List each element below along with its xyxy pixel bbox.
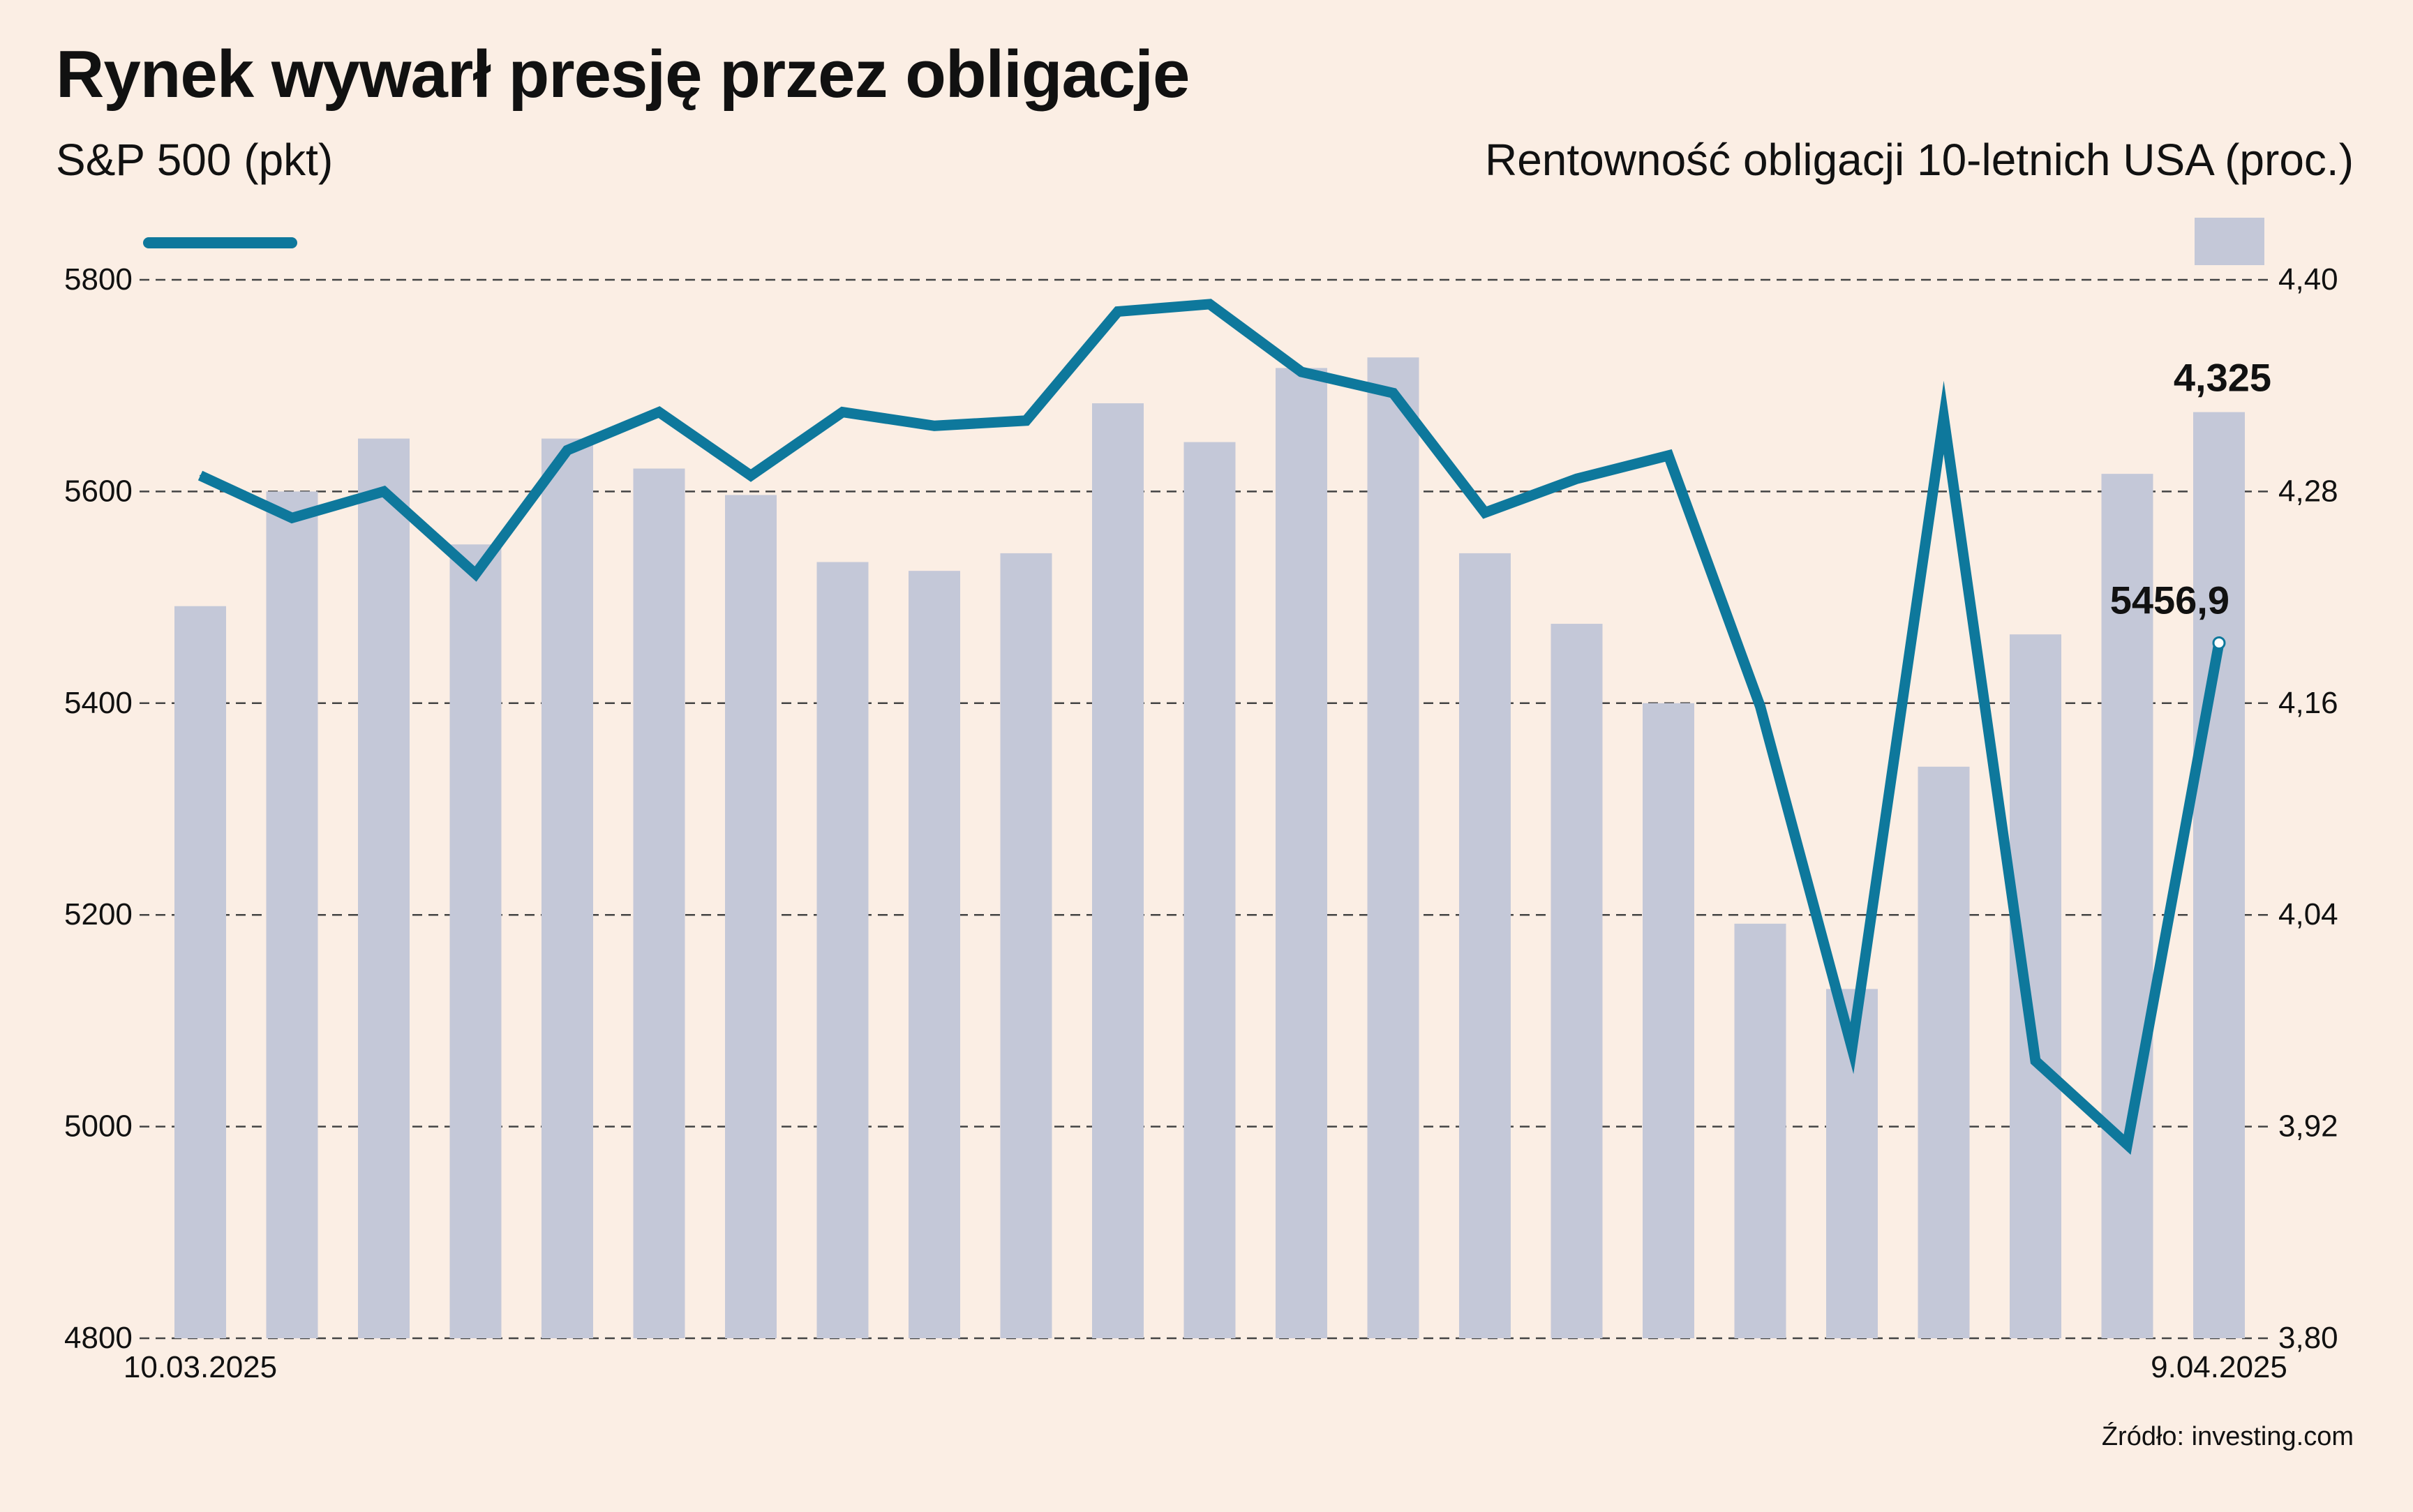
line-point — [2035, 1060, 2036, 1062]
left-tick-label: 4800 — [64, 1321, 133, 1355]
left-tick-label: 5200 — [64, 897, 133, 931]
bar — [266, 491, 318, 1338]
last-line-point — [2212, 636, 2226, 650]
line-point — [934, 425, 935, 427]
right-tick-label: 4,16 — [2278, 686, 2338, 720]
line-point — [1943, 417, 1945, 419]
bar — [1551, 624, 1603, 1338]
line-point — [1851, 1047, 1853, 1049]
bar — [2193, 412, 2245, 1338]
bar — [1092, 403, 1144, 1338]
left-tick-label: 5600 — [64, 474, 133, 508]
bar — [2101, 474, 2153, 1338]
line-point — [750, 474, 752, 477]
line-point — [291, 517, 293, 519]
line-point — [1392, 392, 1394, 394]
bar — [2010, 634, 2061, 1338]
source-note: Źródło: investing.com — [2101, 1422, 2354, 1451]
legend — [143, 218, 2264, 265]
line-point — [475, 573, 477, 575]
bar — [725, 495, 777, 1338]
x-start-label: 10.03.2025 — [124, 1350, 277, 1384]
x-end-label: 9.04.2025 — [2151, 1350, 2287, 1384]
right-tick-label: 3,92 — [2278, 1109, 2338, 1144]
line-point — [567, 449, 568, 451]
bar — [1459, 553, 1511, 1339]
left-tick-label: 5800 — [64, 262, 133, 297]
bar — [358, 438, 410, 1338]
line-point — [2126, 1144, 2128, 1146]
line-point — [1301, 370, 1302, 373]
bar — [1643, 703, 1694, 1338]
right-tick-label: 4,04 — [2278, 897, 2338, 931]
bar — [1734, 923, 1786, 1338]
last-bar-value-label: 4,325 — [2174, 356, 2271, 400]
line-point — [383, 491, 384, 493]
right-axis-title: Rentowność obligacji 10-letnich USA (pro… — [1484, 135, 2354, 185]
bar — [1918, 766, 1970, 1338]
bar — [1276, 368, 1327, 1338]
bar — [1367, 357, 1419, 1339]
bar — [174, 606, 226, 1338]
right-tick-label: 3,80 — [2278, 1321, 2338, 1355]
line-point — [1484, 511, 1486, 514]
line-point — [1576, 478, 1578, 480]
left-axis-title: S&P 500 (pkt) — [56, 135, 334, 185]
axis-labels: 4800 3,80 5000 3,92 5200 4,04 5400 4,16 5600 4,28… — [64, 262, 2338, 1384]
line-point — [1209, 303, 1211, 305]
right-tick-label: 4,28 — [2278, 474, 2338, 508]
line-series — [197, 299, 2226, 1155]
bar — [909, 571, 960, 1338]
line-point — [1759, 705, 1761, 708]
bar — [816, 562, 869, 1338]
chart-title: Rynek wywarł presję przez obligacje — [56, 37, 1190, 112]
left-tick-label: 5000 — [64, 1109, 133, 1144]
bar — [541, 438, 593, 1338]
line-point — [1668, 454, 1669, 456]
right-tick-label: 4,40 — [2278, 262, 2338, 297]
bar — [633, 468, 685, 1338]
line-point — [1025, 419, 1027, 421]
legend-bar-swatch — [2195, 218, 2264, 265]
left-tick-label: 5400 — [64, 686, 133, 720]
line-point — [200, 474, 201, 477]
bar — [449, 544, 502, 1338]
bar-series — [174, 357, 2245, 1339]
line-point — [658, 411, 660, 413]
bar — [1183, 442, 1236, 1338]
line-point — [1117, 310, 1119, 313]
last-line-value-label: 5456,9 — [2110, 578, 2229, 622]
line-point — [842, 411, 844, 413]
bar — [1000, 553, 1052, 1339]
